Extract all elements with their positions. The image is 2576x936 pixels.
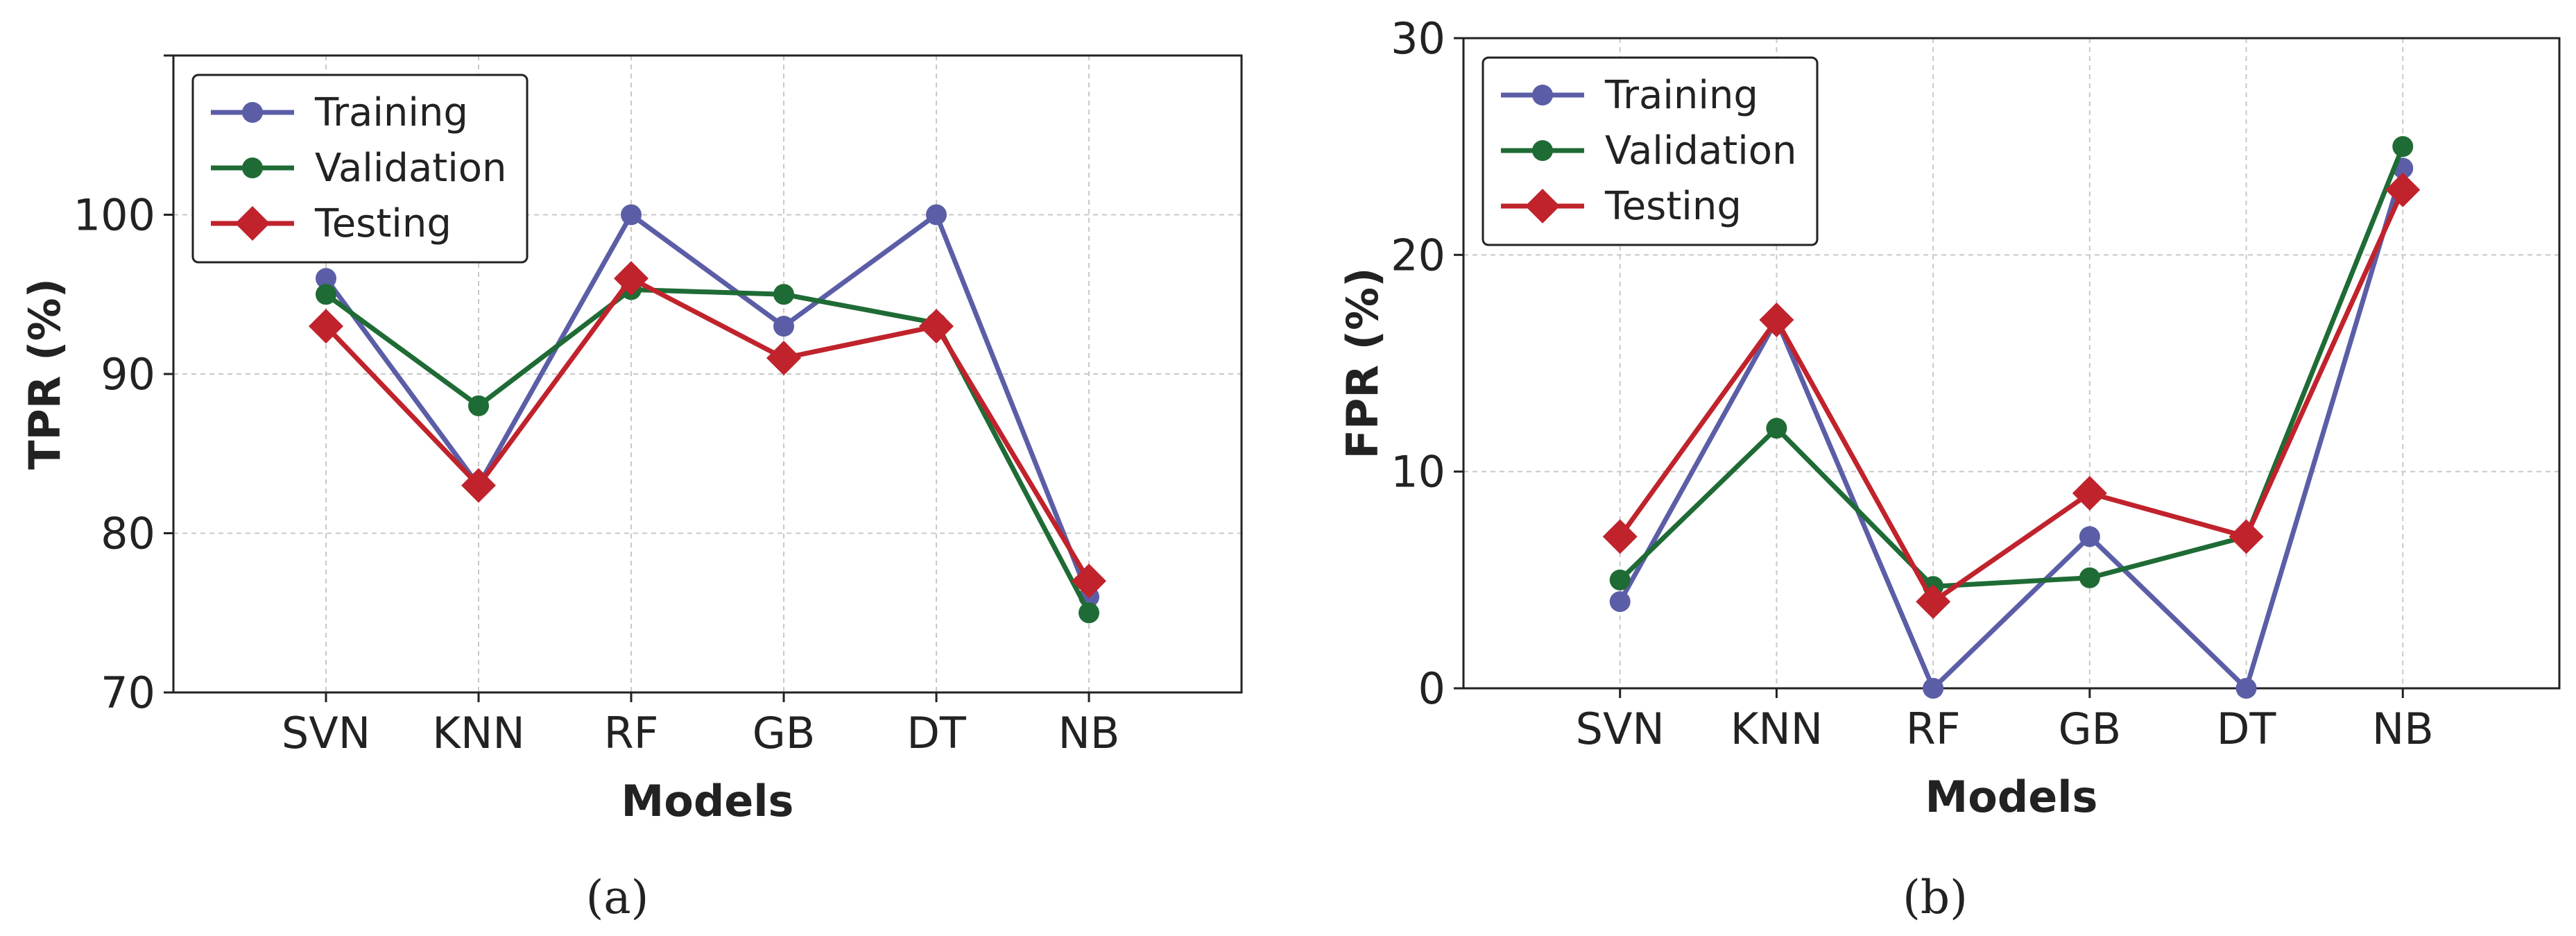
panel-b-ytick-label-10: 10 [1391, 447, 1445, 497]
panel-b-validation-point-nb [2392, 136, 2414, 158]
panel-b-xtick-label-nb: NB [2372, 704, 2434, 754]
panel-a-ytick-label-80: 80 [101, 509, 155, 559]
panel-a-ytick-label-90: 90 [101, 349, 155, 400]
panel-b-testing-point-gb [2072, 475, 2107, 511]
panel-a-training-point-rf [621, 204, 642, 226]
panel-a-xtick-label-rf: RF [604, 708, 659, 758]
panel-a-testing-point-nb [1072, 563, 1106, 599]
panel-b-legend-validation-label: Validation [1605, 128, 1797, 173]
panel-b-legend-training-marker [1532, 85, 1553, 105]
panel-a-testing-line [323, 275, 1092, 584]
panel-b-testing-point-nb [2385, 172, 2421, 207]
panel-a-testing-point-dt [919, 309, 954, 344]
panel-b-xtick-label-svn: SVN [1576, 704, 1665, 754]
panel-b-legend-validation-marker [1532, 140, 1553, 161]
panel-b-testing-point-svn [1602, 519, 1638, 554]
panel-b: 0 10 20 30 SVN KNN RF GB DT NB Models FPR (%) Traini… [1337, 13, 2561, 924]
panel-a-testing-point-svn [309, 309, 343, 344]
panel-b-ytick-label-30: 30 [1391, 13, 1445, 64]
panel-a-legend-training-marker [242, 102, 263, 123]
panel-b-legend-testing-label: Testing [1604, 184, 1742, 229]
panel-b-testing-line [1617, 187, 2405, 604]
panel-b-legend-training-label: Training [1604, 73, 1758, 118]
panel-b-validation-point-svn [1609, 569, 1631, 590]
panel-b-validation-line [1617, 144, 2405, 589]
panel-b-validation-point-knn [1766, 418, 1787, 439]
panel-a-legend-validation-marker [242, 158, 263, 178]
panel-b-testing-point-knn [1759, 303, 1794, 338]
panel-a-validation-line [323, 287, 1092, 615]
panel-a-training-point-gb [773, 316, 794, 337]
panel-a-ytick-label-100: 100 [74, 190, 155, 241]
panel-b-training-point-svn [1609, 591, 1631, 613]
panel-a-validation-point-gb [773, 284, 794, 305]
panel-a-xtick-label-gb: GB [753, 708, 816, 758]
panel-b-training-point-dt [2235, 678, 2257, 699]
panel-a-validation-point-knn [468, 395, 489, 416]
panel-a-legend-testing-label: Testing [314, 201, 452, 246]
panel-b-testing-point-rf [1916, 584, 1951, 620]
panel-a-training-point-dt [926, 204, 947, 226]
panel-b-plot-frame [1462, 37, 2561, 690]
panel-a-training-point-svn [316, 268, 336, 289]
panel-a-xtick-label-nb: NB [1058, 708, 1120, 758]
panel-a-legend-validation-label: Validation [315, 146, 507, 191]
panel-b-training-point-rf [1923, 678, 1944, 699]
panel-a-legend-training-label: Training [314, 90, 468, 135]
panel-a-y-axis-label: TPR (%) [19, 278, 70, 470]
panel-a-training-line [323, 212, 1092, 599]
panel-a-legend-testing-marker [235, 206, 270, 241]
panel-b-xtick-label-rf: RF [1906, 704, 1961, 754]
panel-a-xtick-label-svn: SVN [282, 708, 370, 758]
panel-b-ytick-label-20: 20 [1391, 230, 1445, 280]
panel-b-training-point-gb [2079, 526, 2100, 547]
panel-b-x-axis-label: Models [1925, 772, 2098, 822]
panel-b-xtick-label-knn: KNN [1731, 704, 1823, 754]
panel-b-training-line [1617, 165, 2405, 691]
panel-a-xtick-label-knn: KNN [432, 708, 524, 758]
panel-b-validation-point-gb [2079, 567, 2100, 588]
panel-b-testing-point-dt [2229, 519, 2264, 554]
panel-a-validation-point-nb [1079, 602, 1099, 624]
panel-a-x-axis-label: Models [621, 776, 794, 826]
panel-a-ytick-label-70: 70 [101, 667, 155, 718]
panel-a-testing-point-gb [766, 341, 801, 376]
panel-b-caption: (b) [1903, 871, 1968, 924]
panel-a-xtick-label-dt: DT [907, 708, 967, 758]
panel-a-legend [191, 74, 529, 264]
panel-a-testing-point-rf [614, 261, 649, 296]
panel-b-legend-testing-marker [1525, 189, 1560, 223]
panel-b-xtick-label-dt: DT [2217, 704, 2277, 754]
panel-a: 70 80 90 100 SVN KNN RF GB DT NB Models TPR (%) Trai… [19, 54, 1243, 924]
panel-b-legend [1482, 56, 1819, 246]
panel-a-testing-point-knn [461, 468, 496, 503]
panel-a-validation-point-svn [316, 284, 336, 305]
panel-b-ytick-label-0: 0 [1418, 663, 1445, 714]
panel-a-caption: (a) [586, 871, 649, 924]
panel-b-y-axis-label: FPR (%) [1337, 268, 1388, 459]
panel-b-xtick-label-gb: GB [2059, 704, 2122, 754]
